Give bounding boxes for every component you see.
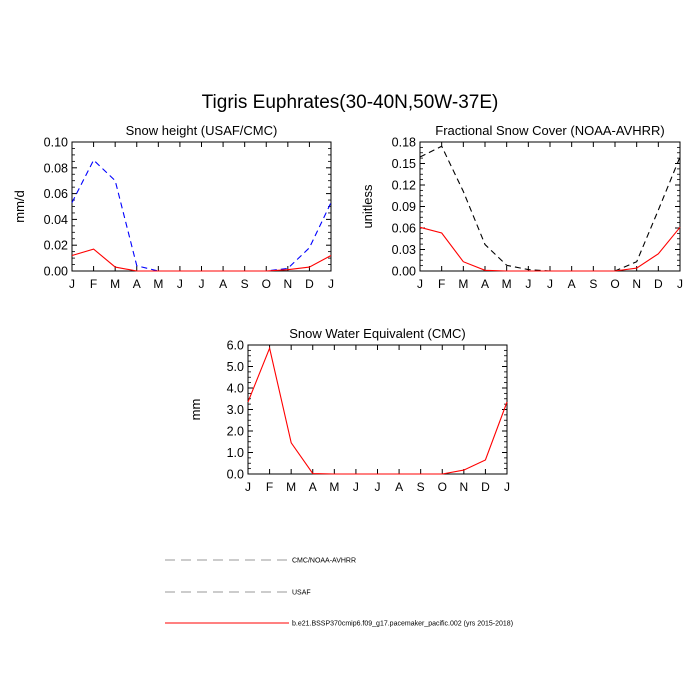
x-tick-label: S <box>417 480 425 494</box>
x-tick-label: J <box>525 277 531 291</box>
y-tick-label: 0.12 <box>392 179 416 193</box>
x-tick-label: J <box>504 480 510 494</box>
y-tick-label: 0.08 <box>44 161 68 175</box>
x-tick-label: J <box>328 277 334 291</box>
x-tick-label: M <box>329 480 339 494</box>
x-tick-label: A <box>481 277 489 291</box>
x-tick-label: J <box>417 277 423 291</box>
model-series-line <box>419 226 681 272</box>
y-tick-label: 0.06 <box>392 222 416 236</box>
x-tick-label: O <box>438 480 447 494</box>
x-tick-label: N <box>283 277 292 291</box>
main-title: Tigris Euphrates(30-40N,50W-37E) <box>202 92 499 113</box>
x-tick-label: S <box>241 277 249 291</box>
x-tick-label: N <box>632 277 641 291</box>
plot-frame <box>71 141 332 272</box>
x-tick-label: M <box>502 277 512 291</box>
panel-1: Snow height (USAF/CMC) 0.00 0.02 0.04 0.06 0.… <box>12 123 334 291</box>
x-tick-label: F <box>266 480 273 494</box>
y-tick-label: 0.15 <box>392 157 416 171</box>
model-series-line <box>247 346 508 475</box>
legend-label: b.e21.BSSP370cmip6.f09_g17.pacemaker_pac… <box>292 621 513 628</box>
panel-title: Fractional Snow Cover (NOAA-AVHRR) <box>435 123 664 138</box>
y-tick-label: 0.02 <box>44 239 68 253</box>
x-tick-label: J <box>199 277 205 291</box>
y-tick-label: 1.0 <box>227 446 244 460</box>
y-tick-label: 2.0 <box>227 425 244 439</box>
legend-label: CMC/NOAA-AVHRR <box>292 558 356 565</box>
y-tick-label: 0.00 <box>392 265 416 279</box>
y-tick-label: 0.04 <box>44 213 68 227</box>
y-tick-label: 0.10 <box>44 136 68 150</box>
panels: Snow height (USAF/CMC) 0.00 0.02 0.04 0.06 0.… <box>12 123 683 494</box>
x-tick-label: J <box>245 480 251 494</box>
x-tick-label: O <box>610 277 619 291</box>
y-tick-label: 5.0 <box>227 360 244 374</box>
model-series-line <box>71 248 332 272</box>
y-tick-label: 0.00 <box>44 265 68 279</box>
x-tick-label: M <box>110 277 120 291</box>
x-tick-label: O <box>262 277 271 291</box>
panel-title: Snow height (USAF/CMC) <box>126 123 278 138</box>
x-tick-label: M <box>286 480 296 494</box>
cmc-noaa-avhrr-series-line <box>419 145 681 272</box>
x-tick-label: D <box>654 277 663 291</box>
y-tick-label: 0.06 <box>44 187 68 201</box>
x-tick-label: A <box>395 480 403 494</box>
x-tick-label: J <box>677 277 683 291</box>
y-tick-label: 0.03 <box>392 243 416 257</box>
x-tick-label: D <box>481 480 490 494</box>
panel-2: Fractional Snow Cover (NOAA-AVHRR) 0.00 0.… <box>360 123 683 291</box>
y-tick-label: 0.09 <box>392 200 416 214</box>
x-tick-label: F <box>438 277 445 291</box>
x-tick-label: J <box>547 277 553 291</box>
y-axis-label: mm/d <box>12 190 27 223</box>
y-tick-label: 0.0 <box>227 468 244 482</box>
y-axis-label: mm <box>188 399 203 421</box>
plot-frame <box>247 344 508 475</box>
x-tick-label: D <box>305 277 314 291</box>
x-tick-label: A <box>133 277 141 291</box>
x-tick-label: J <box>353 480 359 494</box>
x-tick-label: A <box>219 277 227 291</box>
x-tick-label: M <box>153 277 163 291</box>
x-tick-label: M <box>458 277 468 291</box>
x-tick-label: J <box>375 480 381 494</box>
usaf-series-line <box>71 159 332 272</box>
y-tick-label: 4.0 <box>227 382 244 396</box>
y-axis-label: unitless <box>360 184 375 229</box>
x-tick-label: N <box>459 480 468 494</box>
y-tick-label: 3.0 <box>227 403 244 417</box>
x-tick-label: A <box>568 277 576 291</box>
x-tick-label: A <box>309 480 317 494</box>
x-tick-label: S <box>589 277 597 291</box>
legend: CMC/NOAA-AVHRR USAF b.e21.BSSP370cmip6.f09… <box>165 558 513 628</box>
legend-label: USAF <box>292 590 311 597</box>
panel-3: Snow Water Equivalent (CMC) 0.0 1.0 2.0 3.0 4… <box>188 326 510 494</box>
x-tick-label: J <box>177 277 183 291</box>
y-tick-label: 0.18 <box>392 136 416 150</box>
y-tick-label: 6.0 <box>227 339 244 353</box>
x-tick-label: J <box>69 277 75 291</box>
x-tick-label: F <box>90 277 97 291</box>
panel-title: Snow Water Equivalent (CMC) <box>289 326 466 341</box>
